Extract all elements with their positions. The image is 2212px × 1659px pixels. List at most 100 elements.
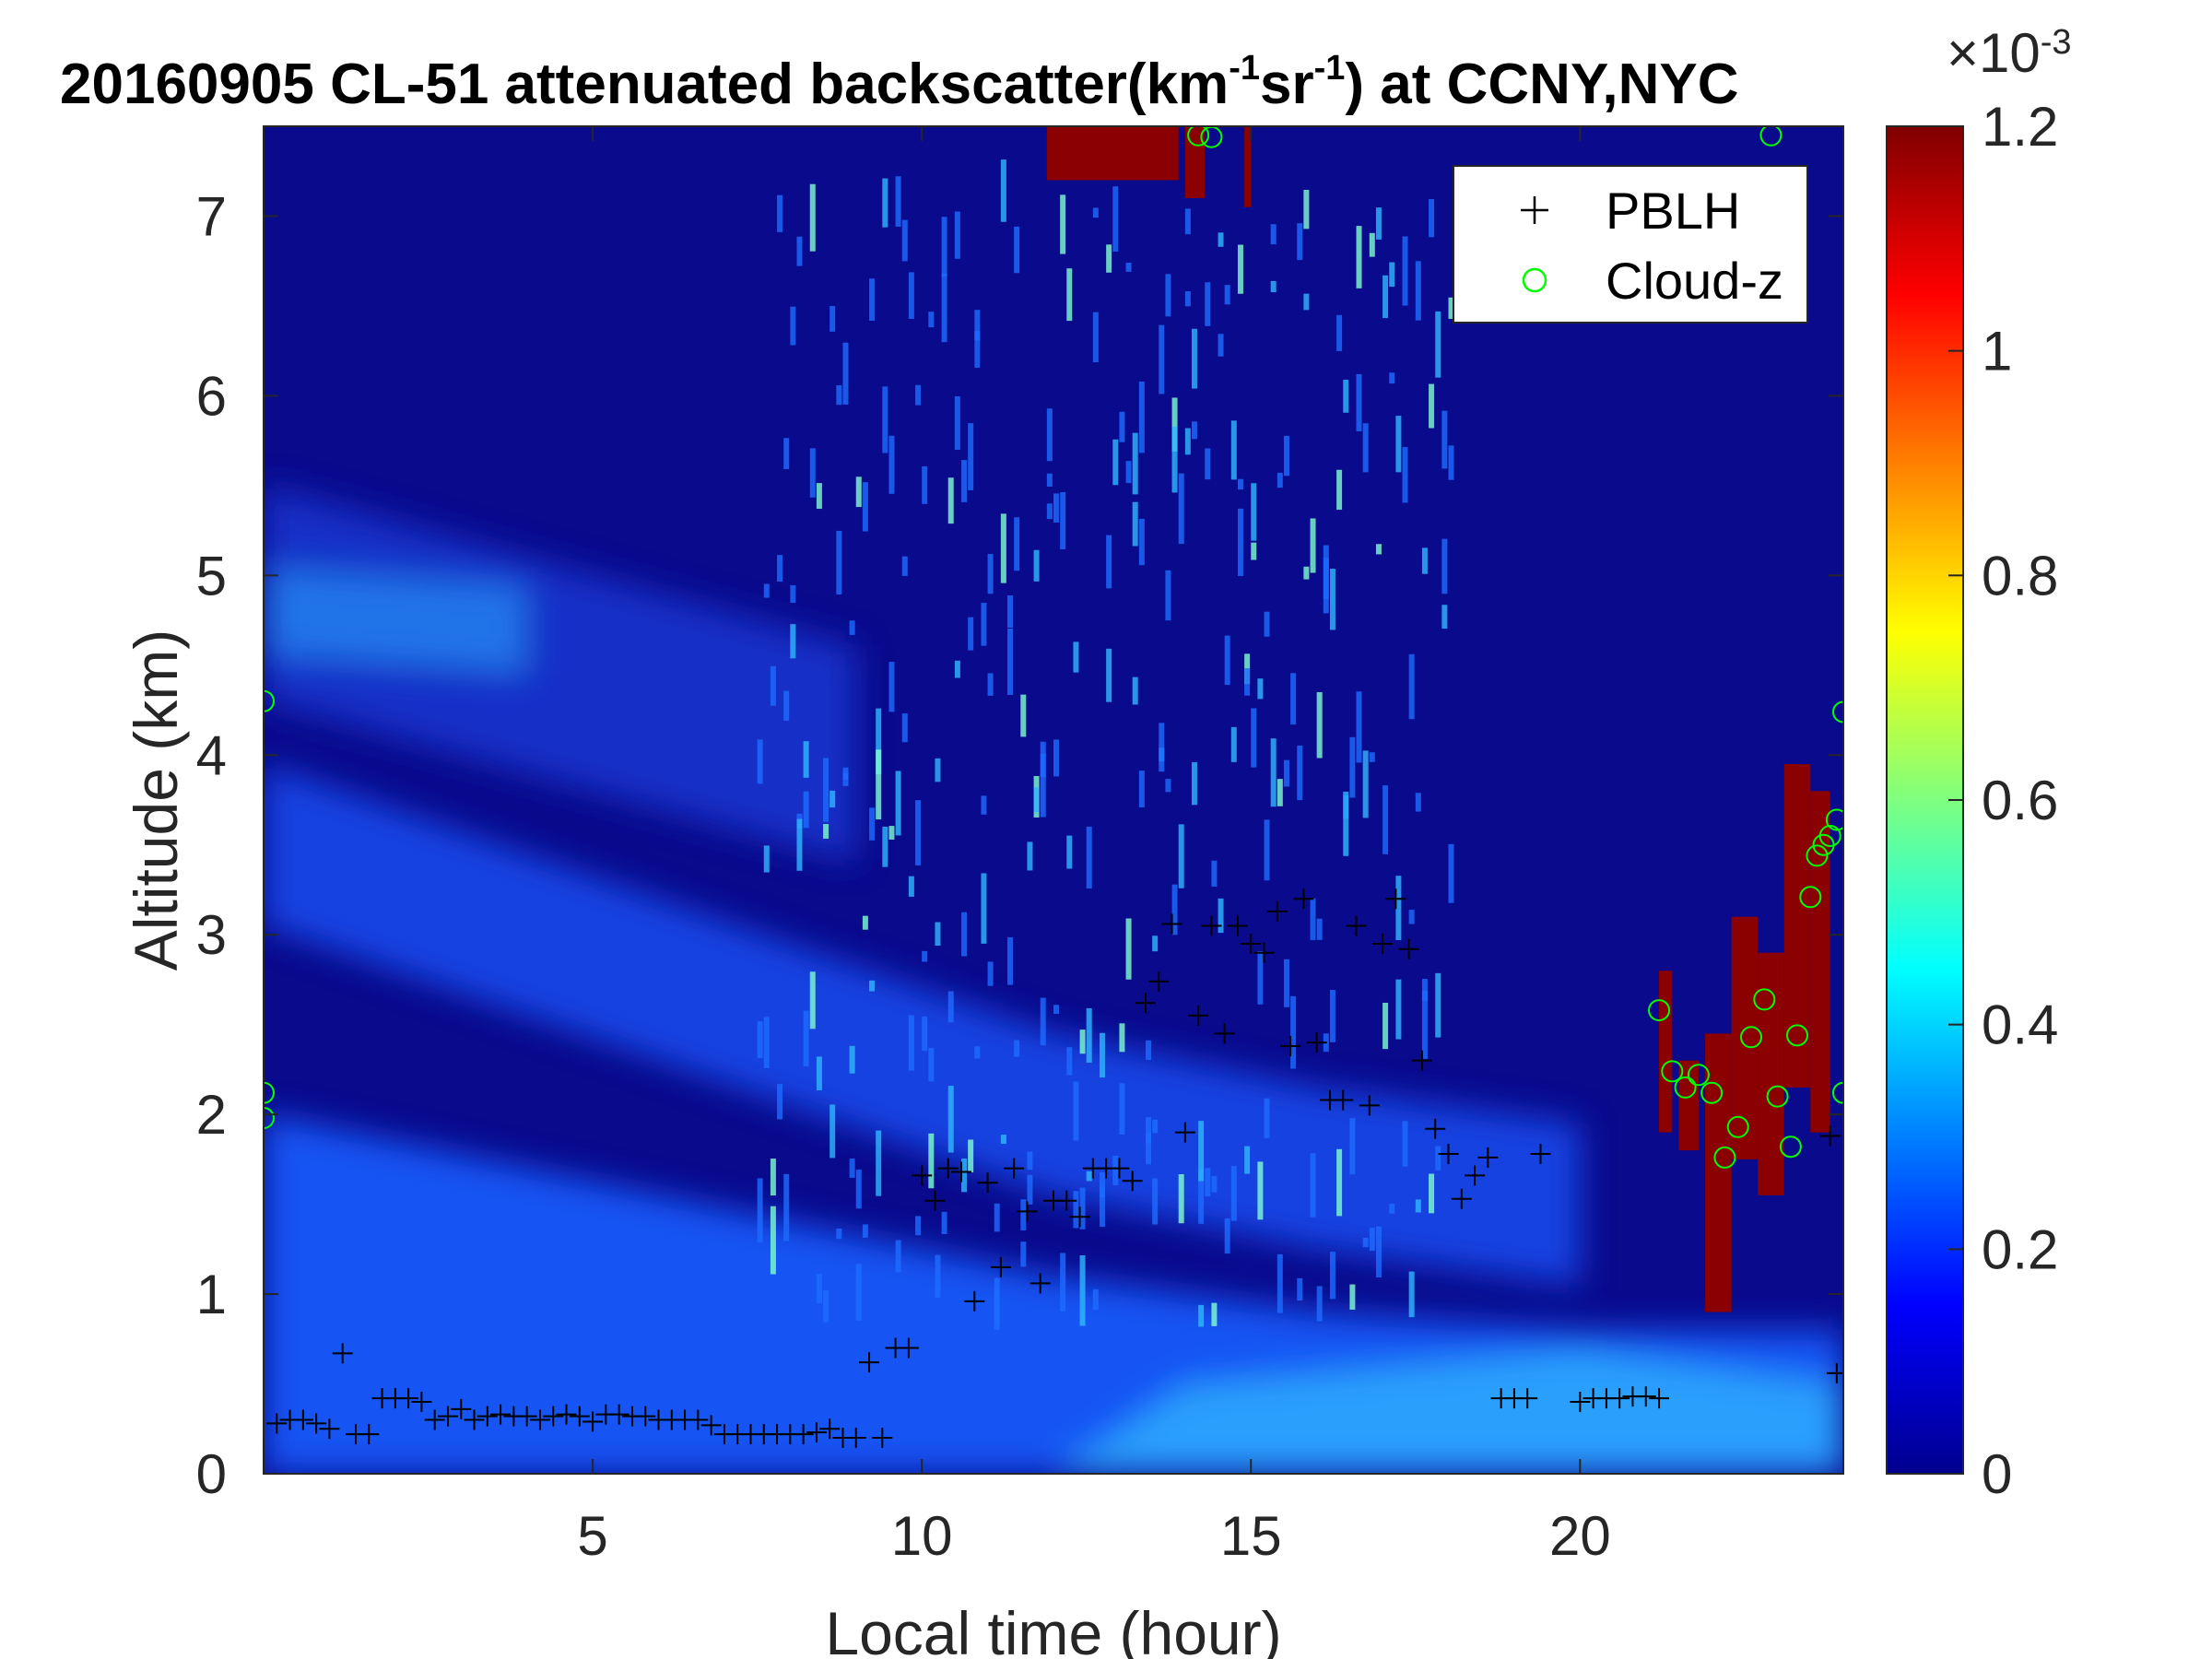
pblh-marker: [1649, 1388, 1670, 1409]
pblh-marker: [819, 1418, 841, 1440]
pblh-marker: [1517, 1388, 1538, 1409]
streak-cell: [1014, 226, 1020, 274]
cloudz-marker: [1766, 1085, 1789, 1108]
pblh-marker: [1188, 1005, 1209, 1026]
cloudz-marker: [1832, 1081, 1843, 1104]
streak-cell: [1138, 382, 1145, 453]
streak-cell: [901, 556, 908, 576]
streak-cell: [1303, 293, 1310, 311]
streak-cell: [908, 876, 914, 897]
streak-cell: [1000, 513, 1006, 583]
streak-cell: [1145, 1117, 1151, 1144]
cloudz-marker: [1740, 1026, 1763, 1049]
x-tick-label: 15: [1220, 1505, 1282, 1567]
streak-cell: [1290, 995, 1297, 1044]
streak-cell: [1408, 910, 1415, 924]
pblh-marker: [1346, 915, 1367, 936]
streak-cell: [1237, 478, 1243, 490]
cloudz-marker: [1786, 1024, 1809, 1047]
cloudz-marker: [1799, 886, 1822, 909]
y-axis-ticks: 0 1 2 3 4 5 6 7: [196, 185, 1843, 1505]
streak-cell: [1099, 1032, 1105, 1078]
streak-cell: [1145, 1040, 1151, 1060]
streak-cell: [1415, 793, 1421, 812]
x-axis-ticks: 5 10 15 20: [577, 126, 1611, 1567]
legend-cloudz-marker-icon: [1522, 267, 1547, 293]
streak-cell: [895, 176, 901, 227]
streak-cell: [1092, 1288, 1099, 1311]
streak-cell: [783, 690, 790, 721]
streak-cell: [1375, 544, 1382, 555]
streak-cell: [941, 1211, 947, 1234]
streak-cell: [1014, 1040, 1020, 1057]
streak-cell: [816, 1056, 822, 1091]
streak-cell: [1073, 1191, 1079, 1229]
streak-cell: [1244, 668, 1251, 696]
pblh-marker: [990, 1256, 1011, 1277]
streak-cell: [777, 194, 783, 232]
pblh-marker: [332, 1343, 353, 1364]
colorbar-tick-label: 1.2: [1982, 96, 2058, 158]
streak-cell: [1448, 297, 1454, 319]
legend-label-cloudz: Cloud-z: [1606, 252, 1783, 310]
streak-cell: [1152, 1178, 1159, 1225]
streak-cell: [1040, 741, 1046, 778]
streak-cell: [1310, 1153, 1316, 1218]
pblh-marker: [464, 1409, 485, 1430]
pblh-marker: [490, 1404, 512, 1425]
pblh-marker: [516, 1406, 537, 1427]
streak-cell: [1020, 1241, 1027, 1267]
pblh-marker: [845, 1428, 866, 1449]
streak-cell: [1132, 501, 1138, 547]
streak-cell: [869, 980, 876, 992]
streak-cell: [981, 603, 987, 646]
streak-cell: [855, 1169, 862, 1209]
streak-cell: [876, 1130, 882, 1196]
streak-cell: [947, 991, 954, 1023]
streak-cell: [1171, 884, 1178, 935]
cloudz-marker: [1687, 1064, 1710, 1087]
streak-cell: [1178, 1174, 1184, 1224]
pblh-marker: [1241, 933, 1262, 954]
streak-cell: [796, 818, 803, 871]
streak-cell: [1230, 726, 1237, 762]
streak-cell: [803, 791, 809, 829]
streak-cell: [1270, 738, 1277, 807]
pblh-marker: [359, 1424, 380, 1445]
pblh-marker: [688, 1409, 709, 1430]
cloudz-marker: [1648, 999, 1671, 1022]
streak-cell: [809, 183, 816, 252]
streak-cell: [968, 617, 974, 651]
streak-cell: [1382, 1002, 1389, 1050]
streak-cell: [1205, 1168, 1211, 1197]
y-axis-label: Altitude (km): [122, 629, 190, 971]
streak-cell: [1184, 208, 1191, 235]
streak-cell: [1033, 787, 1040, 813]
streak-cell: [915, 1216, 922, 1236]
streak-cell: [1079, 1187, 1086, 1230]
streak-cell: [1343, 379, 1349, 413]
streak-cell: [855, 477, 862, 508]
pblh-marker: [411, 1392, 432, 1413]
streak-cell: [1356, 691, 1362, 763]
pblh-marker: [437, 1406, 458, 1427]
pblh-marker: [1451, 1188, 1472, 1209]
cloud-patch: [1705, 1033, 1732, 1312]
streak-cell: [935, 1254, 941, 1299]
streak-cell: [882, 386, 888, 453]
streak-cell: [888, 435, 895, 494]
cloud-patch: [1659, 971, 1673, 1133]
pblh-marker: [1227, 915, 1248, 936]
streak-cell: [1435, 1146, 1441, 1171]
streak-cell: [823, 824, 830, 839]
streak-cell: [922, 465, 928, 504]
pblh-marker: [1004, 1158, 1025, 1179]
pblh-marker: [1385, 888, 1406, 910]
streak-cell: [895, 771, 901, 836]
streak-cell: [1264, 611, 1270, 637]
streak-cell: [1297, 1277, 1303, 1301]
streak-cell: [1421, 979, 1428, 1001]
streak-cell: [770, 665, 776, 706]
streak-cell: [1297, 223, 1303, 261]
